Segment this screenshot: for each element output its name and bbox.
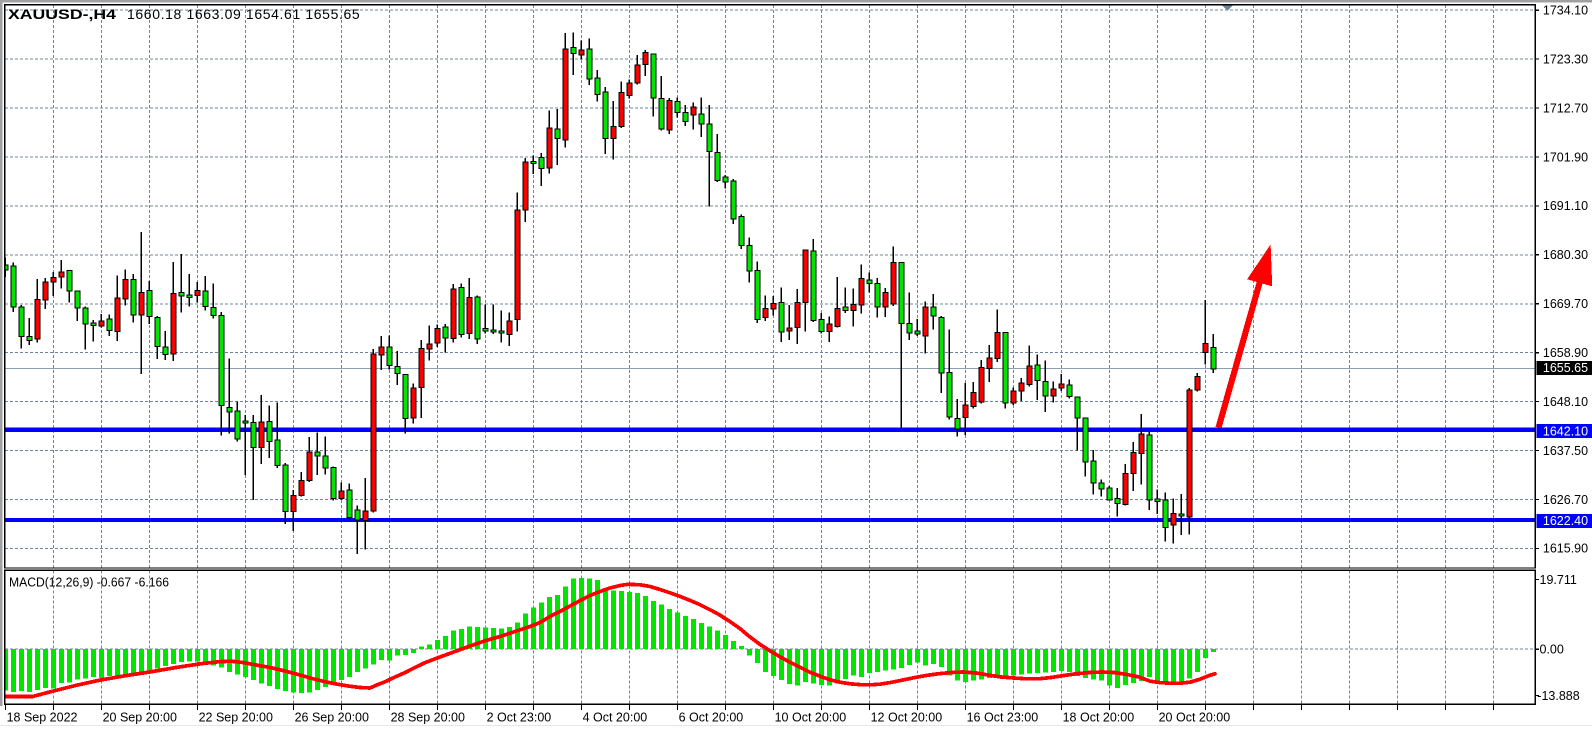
svg-text:6 Oct 20:00: 6 Oct 20:00 bbox=[679, 711, 744, 725]
svg-text:1622.40: 1622.40 bbox=[1543, 514, 1588, 528]
svg-text:XAUUSD-,H4: XAUUSD-,H4 bbox=[8, 6, 116, 22]
svg-text:1660.18 1663.09 1654.61 1655.6: 1660.18 1663.09 1654.61 1655.65 bbox=[127, 6, 360, 22]
svg-text:MACD(12,26,9) -0.667 -6.166: MACD(12,26,9) -0.667 -6.166 bbox=[9, 576, 169, 590]
svg-text:2 Oct 23:00: 2 Oct 23:00 bbox=[487, 711, 552, 725]
svg-text:0.00: 0.00 bbox=[1540, 643, 1564, 657]
svg-text:1680.30: 1680.30 bbox=[1543, 248, 1588, 262]
svg-text:18 Oct 20:00: 18 Oct 20:00 bbox=[1063, 711, 1135, 725]
svg-text:1626.70: 1626.70 bbox=[1543, 493, 1588, 507]
svg-text:1648.10: 1648.10 bbox=[1543, 395, 1588, 409]
svg-text:20 Oct 20:00: 20 Oct 20:00 bbox=[1159, 711, 1231, 725]
svg-text:1615.90: 1615.90 bbox=[1543, 542, 1588, 556]
svg-text:22 Sep 20:00: 22 Sep 20:00 bbox=[199, 711, 273, 725]
svg-text:10 Oct 20:00: 10 Oct 20:00 bbox=[775, 711, 847, 725]
svg-text:1701.90: 1701.90 bbox=[1543, 150, 1588, 164]
svg-text:1734.10: 1734.10 bbox=[1543, 4, 1588, 18]
svg-text:1691.10: 1691.10 bbox=[1543, 199, 1588, 213]
svg-text:1712.70: 1712.70 bbox=[1543, 101, 1588, 115]
svg-text:28 Sep 20:00: 28 Sep 20:00 bbox=[391, 711, 465, 725]
svg-text:18 Sep 2022: 18 Sep 2022 bbox=[7, 711, 78, 725]
svg-text:-13.888: -13.888 bbox=[1537, 689, 1579, 703]
svg-text:1669.70: 1669.70 bbox=[1543, 297, 1588, 311]
svg-text:26 Sep 20:00: 26 Sep 20:00 bbox=[295, 711, 369, 725]
svg-text:1642.10: 1642.10 bbox=[1543, 424, 1588, 438]
svg-text:1658.90: 1658.90 bbox=[1543, 346, 1588, 360]
svg-text:4 Oct 20:00: 4 Oct 20:00 bbox=[583, 711, 648, 725]
svg-text:20 Sep 20:00: 20 Sep 20:00 bbox=[103, 711, 177, 725]
svg-text:16 Oct 23:00: 16 Oct 23:00 bbox=[967, 711, 1039, 725]
svg-text:1723.30: 1723.30 bbox=[1543, 52, 1588, 66]
svg-text:19.711: 19.711 bbox=[1540, 573, 1577, 587]
svg-text:1655.65: 1655.65 bbox=[1543, 361, 1588, 375]
svg-text:12 Oct 20:00: 12 Oct 20:00 bbox=[871, 711, 943, 725]
svg-text:1637.50: 1637.50 bbox=[1543, 444, 1588, 458]
